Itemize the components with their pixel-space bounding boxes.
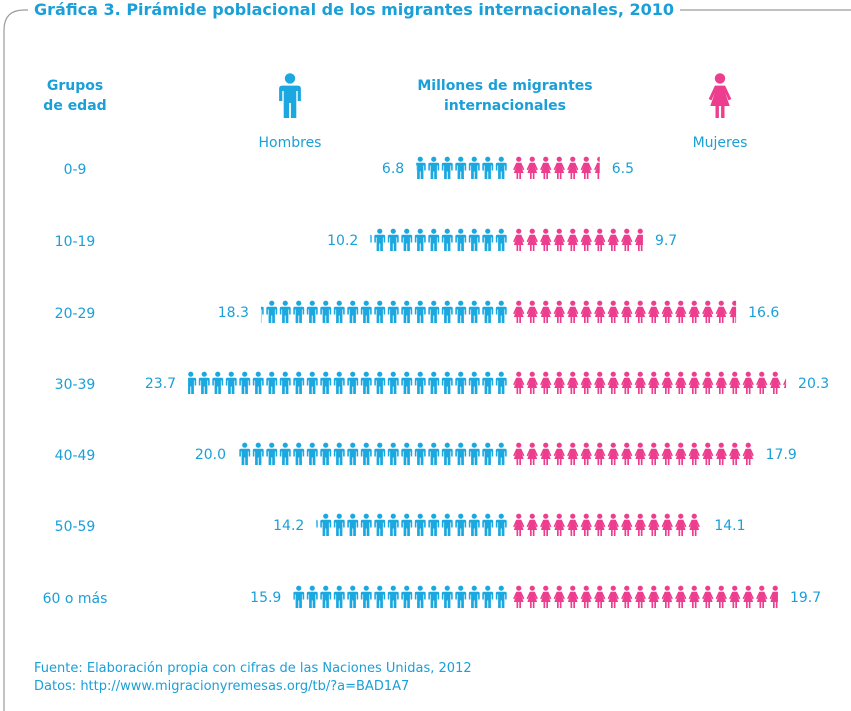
value-label: 9.7: [655, 233, 677, 249]
value-label: 19.7: [790, 590, 821, 606]
pictogram-bar: [316, 513, 508, 537]
pictogram-bar: [416, 156, 508, 180]
value-label: 14.1: [714, 518, 745, 534]
pictogram-bar: [370, 228, 508, 252]
value-label: 17.9: [766, 447, 797, 463]
pictogram-bar: [238, 442, 508, 466]
category-label: 50-59: [55, 519, 96, 535]
value-label: 20.3: [798, 376, 829, 392]
value-label: 18.3: [218, 305, 249, 321]
pictogram-bar: [293, 585, 508, 609]
value-axis-label: Millones de migrantes internacionales: [417, 78, 593, 114]
legend-label: Hombres: [259, 135, 322, 151]
icon-head: [714, 73, 726, 84]
legend-icon: [708, 73, 732, 118]
icon-body: [708, 85, 732, 118]
category-label: 30-39: [55, 377, 96, 393]
pictogram-bar: [512, 442, 754, 466]
category-label: 0-9: [64, 162, 87, 178]
category-label: 20-29: [55, 306, 96, 322]
icon-head: [284, 73, 296, 84]
icon-body: [279, 85, 301, 118]
chart-title: Gráfica 3. Pirámide poblacional de los m…: [28, 0, 680, 20]
value-label: 20.0: [195, 447, 226, 463]
legend-label: Mujeres: [693, 135, 748, 151]
pictogram-bar: [512, 156, 600, 180]
pictogram-bar: [512, 371, 787, 395]
pictogram-bar: [512, 585, 778, 609]
value-label: 10.2: [327, 233, 358, 249]
value-label: 6.8: [382, 161, 404, 177]
legend-icon: [279, 73, 301, 118]
value-label: 15.9: [250, 590, 281, 606]
pictogram-bar: [188, 371, 509, 395]
value-label: 14.2: [273, 518, 304, 534]
source: Fuente: Elaboración propia con cifras de…: [34, 661, 472, 676]
value-label: 6.5: [612, 161, 634, 177]
pictogram-bar: [512, 228, 643, 252]
category-axis-label: Grupos de edad: [43, 78, 107, 114]
value-label: 23.7: [145, 376, 176, 392]
category-label: 60 o más: [43, 591, 108, 607]
pictogram-bar: [512, 513, 703, 537]
category-label: 40-49: [55, 448, 96, 464]
pictogram-bar: [260, 300, 508, 324]
pictogram-bar: [512, 300, 737, 324]
data-note: Datos: http://www.migracionyremesas.org/…: [34, 679, 410, 694]
value-label: 16.6: [748, 305, 779, 321]
category-label: 10-19: [55, 234, 96, 250]
